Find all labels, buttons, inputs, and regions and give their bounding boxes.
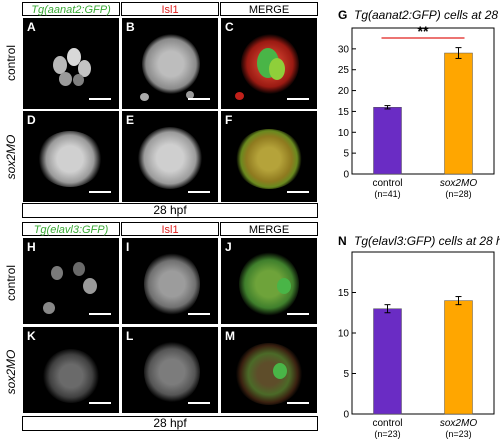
header-isl1-bottom: Isl1 bbox=[121, 222, 219, 236]
y-tick-label: 5 bbox=[343, 369, 349, 380]
scale-bar bbox=[89, 313, 111, 315]
scale-bar bbox=[287, 191, 309, 193]
panel-label-n: N bbox=[338, 234, 347, 248]
bar-sox2mo bbox=[444, 52, 473, 175]
scale-bar bbox=[188, 98, 210, 100]
panel-j: J bbox=[220, 237, 318, 325]
row-label-control-bottom: control bbox=[4, 264, 18, 302]
panel-l: L bbox=[121, 326, 219, 414]
scale-bar bbox=[287, 402, 309, 404]
bar-sox2mo bbox=[444, 300, 473, 415]
bar-control bbox=[373, 107, 402, 175]
scale-bar bbox=[287, 98, 309, 100]
scale-bar bbox=[89, 98, 111, 100]
x-tick-label: sox2MO bbox=[440, 418, 477, 429]
y-tick-label: 15 bbox=[338, 107, 350, 118]
y-tick-label: 25 bbox=[338, 65, 350, 76]
panel-a: A bbox=[22, 17, 120, 110]
header-isl1-top: Isl1 bbox=[121, 2, 219, 16]
header-merge-top: MERGE bbox=[220, 2, 318, 16]
x-tick-label: sox2MO bbox=[440, 178, 477, 189]
chart-n-title: Tg(elavl3:GFP) cells at 28 hpf bbox=[354, 234, 500, 248]
panel-label-g: G bbox=[338, 8, 348, 22]
row-label-sox2mo-bottom: sox2MO bbox=[4, 349, 18, 395]
row-label-control-top: control bbox=[4, 44, 18, 82]
significance-stars: ** bbox=[418, 24, 429, 39]
chart-g: 0 5 10 15 20 25 30 control(n=41) sox2MO(n=28) ** bbox=[338, 24, 495, 199]
scale-bar bbox=[89, 402, 111, 404]
panel-m: M bbox=[220, 326, 318, 414]
bar-control bbox=[373, 308, 402, 415]
panel-f: F bbox=[220, 110, 318, 203]
x-tick-n-label: (n=23) bbox=[374, 429, 400, 439]
stage-label-bottom: 28 hpf bbox=[22, 416, 318, 431]
y-tick-label: 20 bbox=[338, 86, 350, 97]
scale-bar bbox=[89, 191, 111, 193]
y-tick-label: 10 bbox=[338, 128, 350, 139]
chart-g-title: Tg(aanat2:GFP) cells at 28 hpf bbox=[354, 8, 500, 22]
panel-b: B bbox=[121, 17, 219, 110]
panel-e: E bbox=[121, 110, 219, 203]
x-tick-label: control bbox=[372, 178, 402, 189]
y-tick-label: 30 bbox=[338, 44, 350, 55]
scale-bar bbox=[287, 313, 309, 315]
stage-label-top: 28 hpf bbox=[22, 203, 318, 218]
scale-bar bbox=[188, 313, 210, 315]
x-tick-label: control bbox=[372, 418, 402, 429]
row-label-sox2mo-top: sox2MO bbox=[4, 134, 18, 180]
scale-bar bbox=[188, 191, 210, 193]
plot-frame bbox=[351, 27, 495, 175]
y-tick-label: 5 bbox=[343, 149, 349, 160]
panel-k: K bbox=[22, 326, 120, 414]
panel-d: D bbox=[22, 110, 120, 203]
panel-c: C bbox=[220, 17, 318, 110]
x-tick-n-label: (n=28) bbox=[445, 189, 471, 199]
header-merge-bottom: MERGE bbox=[220, 222, 318, 236]
x-tick-n-label: (n=41) bbox=[374, 189, 400, 199]
header-elavl3-gfp: Tg(elavl3:GFP) bbox=[22, 222, 120, 236]
scale-bar bbox=[188, 402, 210, 404]
y-tick-label: 0 bbox=[343, 410, 349, 421]
y-tick-label: 15 bbox=[338, 288, 350, 299]
x-tick-n-label: (n=23) bbox=[445, 429, 471, 439]
header-aanat2-gfp: Tg(aanat2:GFP) bbox=[22, 2, 120, 16]
y-tick-label: 10 bbox=[338, 329, 350, 340]
y-tick-label: 0 bbox=[343, 170, 349, 181]
panel-h: H bbox=[22, 237, 120, 325]
panel-i: I bbox=[121, 237, 219, 325]
